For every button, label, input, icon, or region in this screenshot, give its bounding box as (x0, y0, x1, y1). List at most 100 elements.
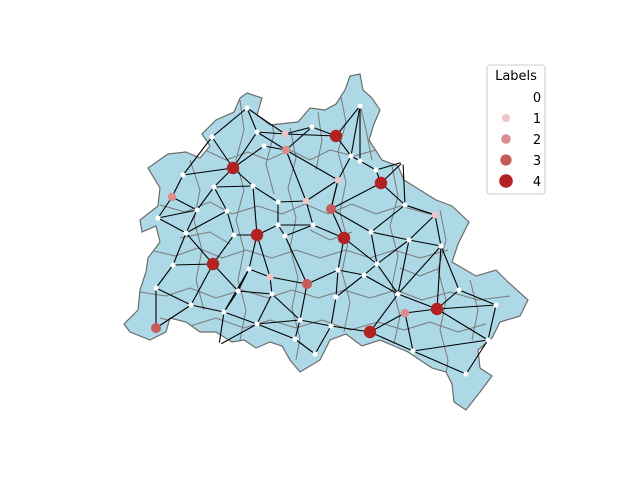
graph-node-label-0 (183, 230, 189, 236)
graph-node-label-0 (297, 317, 303, 323)
graph-edge (213, 186, 228, 212)
graph-edge (256, 131, 287, 151)
graph-edge (350, 105, 361, 157)
graph-edge (402, 161, 406, 206)
graph-node-label-0 (333, 294, 339, 300)
graph-node-label-0 (312, 351, 318, 357)
graph-edge (337, 269, 365, 276)
graph-node-label-0 (292, 336, 298, 342)
graph-edge (412, 350, 467, 375)
graph-edge (458, 289, 497, 306)
graph-edge (269, 276, 308, 285)
graph-edge (330, 208, 372, 233)
graph-node-label-0 (244, 105, 250, 111)
graph-node-label-4 (250, 228, 264, 242)
legend-entry: 3 (500, 154, 541, 169)
graph-edge (359, 160, 377, 171)
graph-node-label-0 (275, 222, 281, 228)
graph-edge (185, 209, 198, 234)
graph-edge (375, 161, 404, 171)
graph-edge (436, 245, 442, 310)
graph-edge (182, 167, 234, 176)
graph-edge (277, 200, 307, 203)
graph-edge (172, 263, 214, 266)
graph-edge (211, 107, 248, 138)
graph-edge (369, 331, 414, 352)
legend-marker-0 (502, 93, 510, 101)
graph-node-label-0 (309, 124, 315, 130)
graph-node-label-1 (281, 130, 289, 138)
graph-edge (256, 293, 273, 325)
graph-node-label-0 (216, 342, 222, 348)
graph-edge (218, 323, 258, 346)
graph-edge (487, 304, 497, 341)
graph-edge (370, 204, 406, 233)
graph-edge (335, 274, 365, 298)
graph-edge (285, 149, 339, 181)
graph-edge (237, 290, 273, 295)
graph-edge (404, 204, 436, 216)
graph-node-label-0 (209, 134, 215, 140)
graph-edge (223, 311, 258, 325)
graph-node-label-1 (266, 273, 274, 281)
graph-edge (294, 319, 301, 340)
graph-edge (213, 185, 254, 188)
graph-node-label-2 (167, 192, 177, 202)
graph-node-label-0 (250, 183, 256, 189)
graph-edges (155, 105, 497, 375)
graph-edge (285, 126, 313, 151)
graph-edge (172, 232, 187, 266)
graph-edge (271, 293, 301, 321)
graph-node-label-0 (310, 222, 316, 228)
graph-edge (369, 293, 399, 333)
graph-edge (185, 232, 214, 265)
legend-entry: 2 (501, 133, 541, 148)
graph-node-label-0 (406, 237, 412, 243)
graph-edge (171, 196, 198, 211)
graph-node-label-3 (326, 204, 336, 214)
graph-edge (196, 186, 215, 211)
legend-title: Labels (495, 69, 537, 84)
graph-nodes (151, 103, 499, 377)
graph-node-label-0 (348, 153, 354, 159)
graph-node-label-0 (155, 215, 161, 221)
berlin-land-area (123, 73, 529, 411)
graph-edge (284, 133, 337, 137)
graph-edge (335, 105, 361, 137)
graph-edge (190, 263, 214, 306)
graph-edge (252, 185, 258, 236)
graph-edge (256, 323, 296, 340)
graph-node-label-4 (226, 161, 240, 175)
graph-node-label-4 (374, 176, 388, 190)
district-border-9 (437, 209, 449, 391)
graph-edge (232, 131, 258, 169)
graph-node-label-0 (402, 202, 408, 208)
graph-edge (299, 319, 332, 327)
district-border-10 (189, 159, 205, 311)
graph-node-label-0 (170, 262, 176, 268)
graph-node-label-0 (493, 302, 499, 308)
graph-node-label-4 (363, 325, 377, 339)
graph-node-label-2 (400, 308, 410, 318)
graph-node-label-0 (357, 158, 363, 164)
legend-label-0: 0 (533, 91, 541, 106)
graph-edge (284, 224, 314, 237)
graph-node-label-0 (180, 172, 186, 178)
graph-edge (305, 200, 314, 226)
graph-node-label-1 (334, 176, 342, 184)
graph-node-label-0 (188, 302, 194, 308)
graph-edge (363, 263, 378, 276)
graph-edge (246, 107, 258, 133)
legend-marker-1 (502, 114, 510, 122)
district-border-17 (399, 267, 441, 277)
graph-edge (376, 263, 399, 295)
graph-edge (408, 214, 436, 241)
graph-edge (211, 136, 234, 169)
graph-node-label-0 (282, 233, 288, 239)
legend-marker-4 (499, 174, 513, 188)
graph-node-label-0 (275, 199, 281, 205)
graph-node-label-4 (430, 302, 444, 316)
graph-edge (376, 239, 410, 265)
graph-edge (343, 237, 378, 265)
